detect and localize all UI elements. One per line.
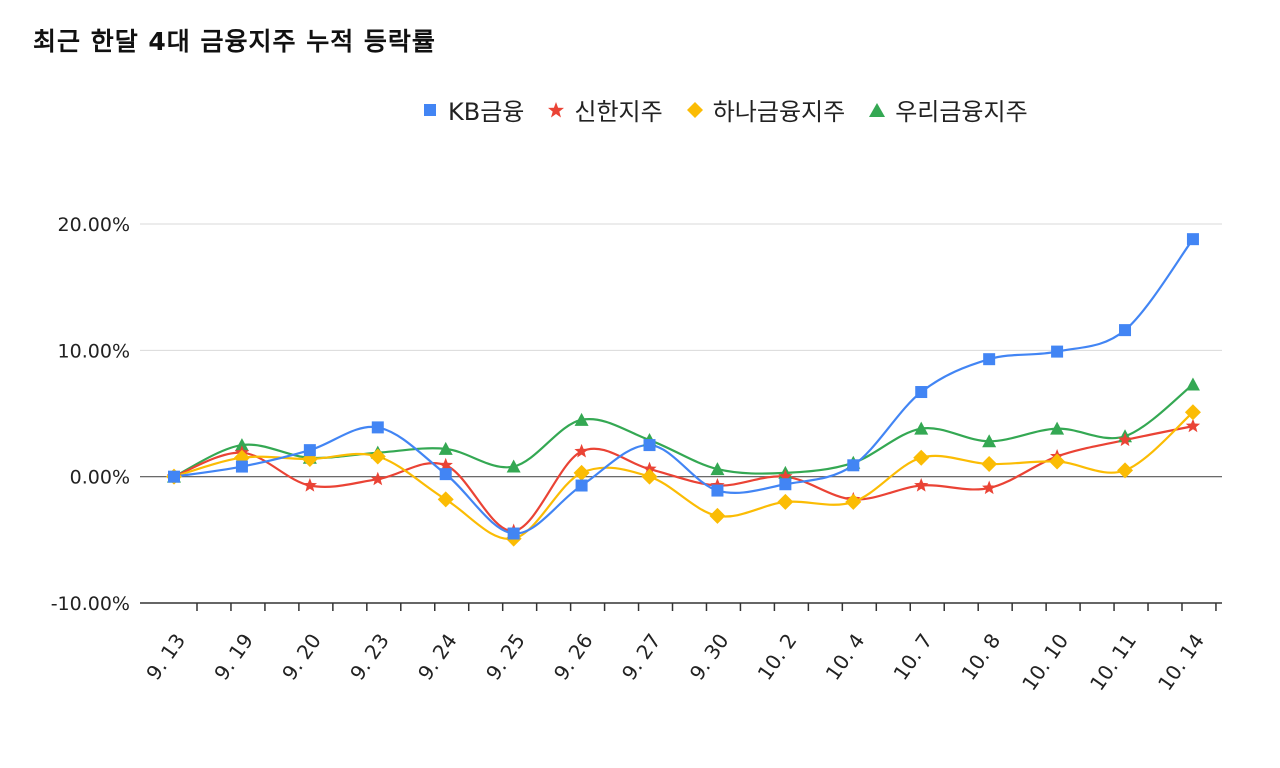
- x-tick-label: 10. 4: [821, 629, 870, 684]
- data-point: [778, 469, 793, 483]
- data-point: [575, 479, 588, 492]
- data-point: [506, 459, 521, 473]
- data-point: [1051, 345, 1064, 358]
- x-tick-label: 9. 27: [617, 629, 666, 684]
- data-point: [371, 421, 384, 434]
- data-point: [777, 493, 794, 510]
- data-point: [845, 493, 862, 510]
- x-tick-label: 10. 8: [956, 629, 1005, 684]
- series-line: [173, 411, 1194, 541]
- x-tick-label: 9. 20: [277, 629, 326, 684]
- data-point: [1117, 462, 1134, 479]
- data-point: [914, 478, 929, 492]
- square-marker-icon: [424, 103, 436, 116]
- data-point: [1049, 453, 1066, 470]
- legend-item-shinhan: 신한지주: [546, 92, 663, 127]
- data-point: [983, 353, 996, 366]
- x-tick-label: 9. 19: [209, 629, 258, 684]
- data-point: [1117, 432, 1133, 447]
- data-point: [573, 464, 590, 481]
- series-line: [173, 383, 1194, 478]
- legend-item-hana: 하나금융지주: [685, 92, 845, 127]
- data-point: [914, 421, 929, 435]
- grid-layer: [140, 223, 1222, 351]
- y-tick-label: 20.00%: [58, 214, 130, 236]
- data-point: [711, 484, 724, 497]
- data-point: [438, 441, 453, 455]
- data-point: [981, 456, 998, 473]
- data-point: [1184, 404, 1201, 421]
- data-point: [370, 471, 385, 486]
- data-point: [507, 527, 520, 540]
- x-tick-label: 10. 10: [1017, 629, 1073, 695]
- series-line: [173, 425, 1194, 533]
- data-point: [369, 448, 386, 465]
- data-point: [1185, 418, 1201, 433]
- data-point: [847, 459, 860, 472]
- data-point: [574, 412, 589, 426]
- y-tick-label: 10.00%: [58, 340, 130, 362]
- legend-item-kb: KB금융: [420, 92, 524, 127]
- x-tick-label: 9. 13: [141, 629, 190, 684]
- x-tick-label: 9. 24: [413, 629, 462, 684]
- series-layer: [166, 233, 1201, 547]
- y-tick-label: -10.00%: [51, 593, 130, 615]
- x-tick-label: 9. 25: [481, 629, 530, 684]
- data-point: [643, 439, 656, 452]
- legend: KB금융 신한지주 하나금융지주 우리금융지주: [420, 92, 1028, 127]
- data-point: [982, 434, 997, 448]
- star-marker-icon: [548, 101, 565, 117]
- data-point: [1119, 324, 1132, 337]
- data-point: [439, 468, 452, 481]
- x-tick-label: 10. 2: [753, 629, 802, 684]
- data-point: [779, 478, 792, 491]
- legend-label-kb: KB금융: [448, 98, 525, 126]
- x-tick-label: 10. 14: [1153, 629, 1209, 695]
- data-point: [982, 480, 997, 495]
- data-point: [913, 449, 930, 466]
- data-point: [303, 444, 316, 457]
- axis-layer: [140, 476, 1222, 611]
- data-point: [709, 507, 726, 524]
- x-tick-label: 9. 30: [685, 629, 734, 684]
- chart-title: 최근 한달 4대 금융지주 누적 등락률: [33, 27, 436, 56]
- data-point: [915, 386, 928, 399]
- data-point: [437, 491, 454, 508]
- data-point: [1050, 421, 1065, 435]
- legend-label-hana: 하나금융지주: [712, 98, 846, 126]
- data-point: [1185, 377, 1200, 391]
- series-line: [173, 238, 1194, 535]
- legend-label-woori: 우리금융지주: [895, 98, 1028, 126]
- x-tick-label: 10. 7: [888, 629, 937, 684]
- x-tick-label: 10. 11: [1085, 629, 1141, 695]
- data-point: [574, 443, 589, 458]
- x-tick-label: 9. 26: [549, 629, 598, 684]
- data-point: [168, 470, 180, 483]
- diamond-marker-icon: [686, 101, 703, 118]
- legend-item-woori: 우리금융지주: [867, 92, 1028, 127]
- data-point: [302, 478, 317, 492]
- data-point: [234, 438, 249, 452]
- data-point: [235, 460, 248, 473]
- legend-label-shinhan: 신한지주: [574, 98, 663, 126]
- data-point: [642, 461, 657, 476]
- data-point: [438, 457, 453, 472]
- data-point: [641, 468, 658, 485]
- triangle-marker-icon: [869, 102, 886, 117]
- x-tick-label: 9. 23: [345, 629, 394, 684]
- data-point: [710, 462, 725, 476]
- data-point: [1186, 233, 1199, 246]
- y-tick-label: 0.00%: [70, 467, 130, 489]
